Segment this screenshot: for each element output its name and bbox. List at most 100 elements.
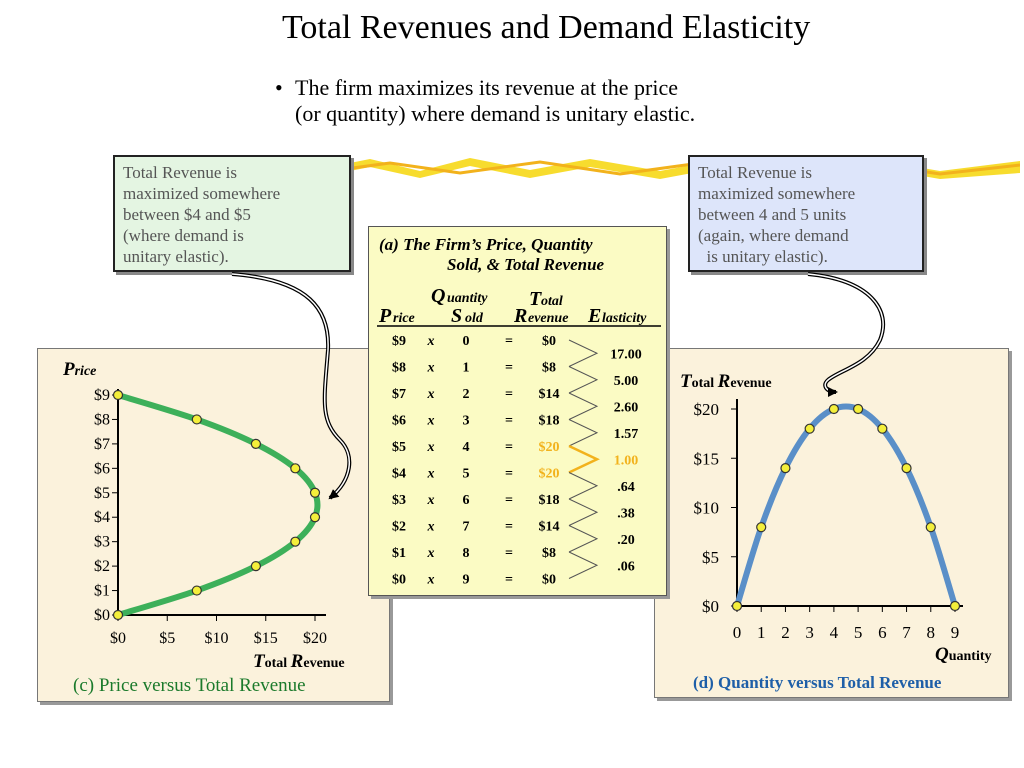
table-title-line-2: Sold, & Total Revenue: [447, 255, 605, 274]
table-row: $4 x 5 = $20: [392, 467, 560, 482]
cell-total-revenue: $18: [539, 493, 560, 508]
y-axis-label: Total Revenue: [680, 371, 772, 392]
connector-right-arrow: [807, 272, 886, 394]
x-tick-label: $20: [303, 630, 327, 647]
cell-times: x: [427, 520, 435, 535]
table-row: $9 x 0 = $0: [392, 334, 556, 349]
elasticity-bracket: [568, 392, 599, 420]
callout-right-line: (again, where demand: [698, 226, 849, 245]
x-tick-label: $15: [254, 630, 278, 647]
bullet-line-2: (or quantity) where demand is unitary el…: [295, 101, 696, 126]
cell-times: x: [427, 414, 435, 429]
cell-price: $5: [392, 440, 406, 455]
x-axis-label-initial: T: [253, 651, 266, 671]
data-point: [250, 438, 261, 449]
elasticity-value: .38: [617, 506, 635, 521]
cell-equals: =: [505, 440, 513, 455]
elasticity-value: .64: [617, 480, 635, 495]
callout-right-line: Total Revenue is: [698, 163, 813, 182]
callout-left-line: Total Revenue is: [123, 163, 238, 182]
cell-equals: =: [505, 334, 513, 349]
cell-quantity: 7: [463, 520, 470, 535]
cell-price: $9: [392, 334, 406, 349]
header-elasticity-initial: E: [587, 305, 601, 327]
cell-price: $7: [392, 387, 406, 402]
callout-right-line: between 4 and 5 units: [698, 205, 847, 224]
table-row: $7 x 2 = $14: [392, 387, 560, 402]
header-revenue-initial: R: [513, 305, 527, 327]
chart-quantity-vs-total-revenue: $0 $5 $10 $15 $20 0 1 2 3 4 5 6 7 8 9 Total Revenue Quan…: [680, 371, 992, 665]
table-row: $5 x 4 = $20: [392, 440, 560, 455]
data-point: [853, 403, 864, 415]
x-axis-label: Quantity: [935, 644, 992, 665]
cell-quantity: 5: [463, 467, 470, 482]
elasticity-value: 17.00: [610, 347, 642, 362]
table-row: $3 x 6 = $18: [392, 493, 560, 508]
elasticity-value: 5.00: [614, 374, 639, 389]
x-tick-label: 8: [927, 623, 936, 642]
cell-price: $2: [392, 520, 406, 535]
callout-right-line: maximized somewhere: [698, 184, 856, 203]
cell-equals: =: [505, 573, 513, 588]
cell-quantity: 2: [463, 387, 470, 402]
elasticity-bracket: [568, 525, 599, 553]
y-tick-label: $3: [94, 534, 110, 551]
elasticity-values: 17.00 5.00 2.60 1.57 1.00 .64 .38 .20 .06: [610, 347, 642, 574]
y-axis-label: Price: [62, 359, 96, 380]
elasticity-bracket: [568, 419, 599, 447]
table-row: $1 x 8 = $8: [392, 546, 556, 561]
table-row: $2 x 7 = $14: [392, 520, 560, 535]
header-sold-initial: S: [451, 305, 462, 327]
cell-equals: =: [505, 546, 513, 561]
x-axis-label-rest: evenue: [303, 656, 344, 671]
header-elasticity-rest: lasticity: [602, 311, 647, 326]
data-point: [191, 414, 202, 425]
data-point: [731, 600, 743, 612]
header-total-rest: otal: [541, 294, 563, 309]
header-quantity-initial: Q: [431, 285, 445, 307]
chart-caption: (d) Quantity versus Total Revenue: [693, 673, 942, 692]
y-tick-label: $15: [694, 449, 720, 468]
table-row: $0 x 9 = $0: [392, 573, 556, 588]
cell-total-revenue: $14: [539, 387, 560, 402]
header-quantity-rest: uantity: [447, 291, 488, 306]
elasticity-bracket: [568, 366, 599, 394]
data-point: [290, 463, 301, 474]
cell-price: $0: [392, 573, 406, 588]
y-tick-label: $6: [94, 460, 110, 477]
cell-times: x: [427, 387, 435, 402]
table-rows: $9 x 0 = $0$8 x 1 = $8$7 x 2 = $14$6 x 3 = $18$5 x 4 = $20$4…: [392, 334, 560, 588]
cell-times: x: [427, 546, 435, 561]
panel-revenue-table: (a) The Firm’s Price, Quantity Sold, & T…: [368, 226, 667, 596]
data-point: [112, 609, 124, 621]
data-point: [309, 487, 321, 498]
panel-quantity-vs-total-revenue: $0 $5 $10 $15 $20 0 1 2 3 4 5 6 7 8 9 Total Revenue Quan…: [654, 348, 1009, 698]
data-point: [250, 561, 261, 572]
data-point: [828, 403, 839, 415]
callout-price-max: Total Revenue is maximized somewhere bet…: [113, 155, 351, 272]
x-tick-label: 9: [951, 623, 960, 642]
cell-equals: =: [505, 361, 513, 376]
cell-equals: =: [505, 520, 513, 535]
table-headers: P rice Q uantity S old T otal R evenue E…: [378, 285, 647, 327]
y-tick-label: $20: [694, 400, 720, 419]
cell-total-revenue: $8: [542, 361, 556, 376]
data-point: [191, 585, 202, 596]
y-tick-label: $0: [702, 597, 719, 616]
x-tick-label: $10: [205, 630, 229, 647]
cell-total-revenue: $0: [542, 334, 556, 349]
table-row: $6 x 3 = $18: [392, 414, 560, 429]
y-axis-label-rest: evenue: [730, 376, 771, 391]
callout-left-line: maximized somewhere: [123, 184, 281, 203]
cell-times: x: [427, 334, 435, 349]
x-tick-label: 6: [878, 623, 887, 642]
elasticity-bracket: [568, 551, 599, 579]
callout-left-line: (where demand is: [123, 226, 244, 245]
elasticity-bracket: [568, 444, 600, 474]
header-revenue-rest: evenue: [528, 311, 568, 326]
y-axis-label-initial: T: [680, 371, 693, 392]
y-tick-label: $4: [94, 509, 110, 526]
x-tick-label: 2: [781, 623, 790, 642]
connector-right-arrow-inner: [807, 273, 884, 397]
cell-total-revenue: $0: [542, 573, 556, 588]
